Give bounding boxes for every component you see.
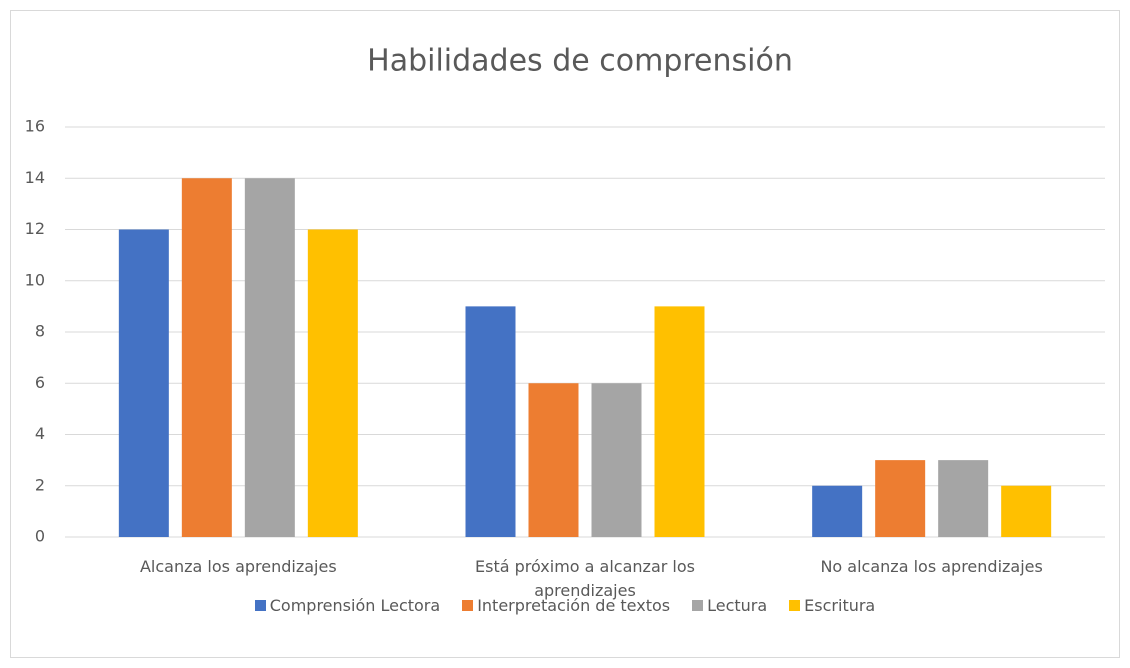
legend-swatch <box>462 600 474 611</box>
legend-item: Interpretación de textos <box>462 596 670 615</box>
y-tick-label: 0 <box>35 527 45 546</box>
bar <box>654 306 705 537</box>
legend-label: Comprensión Lectora <box>269 596 441 615</box>
y-tick-label: 8 <box>35 322 45 341</box>
chart-title: Habilidades de comprensión <box>367 44 793 79</box>
bar <box>244 178 295 537</box>
x-tick-label: Está próximo a alcanzar los aprendizajes <box>475 557 695 600</box>
bar <box>181 178 232 537</box>
y-tick-label: 12 <box>25 219 45 238</box>
y-tick-label: 2 <box>35 475 45 494</box>
y-tick-label: 16 <box>25 117 45 136</box>
bar <box>307 229 358 537</box>
legend-label: Interpretación de textos <box>477 596 671 615</box>
bar <box>938 460 989 537</box>
legend-swatch <box>692 600 704 611</box>
legend-label: Lectura <box>707 596 768 615</box>
legend: Comprensión Lectora Interpretación de tex… <box>0 596 1130 615</box>
legend-item: Comprensión Lectora <box>254 596 441 615</box>
x-tick-label: No alcanza los aprendizajes <box>820 557 1043 576</box>
bar <box>1001 485 1052 537</box>
legend-item: Lectura <box>692 596 767 615</box>
bar <box>118 229 169 537</box>
legend-swatch <box>254 600 266 611</box>
bar <box>591 383 642 537</box>
bar <box>465 306 516 537</box>
y-tick-label: 14 <box>25 168 45 187</box>
legend-item: Escritura <box>789 596 875 615</box>
legend-label: Escritura <box>804 596 876 615</box>
y-tick-label: 6 <box>35 373 45 392</box>
bar <box>528 383 579 537</box>
bar <box>812 485 863 537</box>
y-tick-label: 4 <box>35 424 45 443</box>
y-tick-label: 10 <box>25 270 45 289</box>
x-tick-label: Alcanza los aprendizajes <box>139 557 337 576</box>
legend-swatch <box>789 600 801 611</box>
bar <box>875 460 926 537</box>
